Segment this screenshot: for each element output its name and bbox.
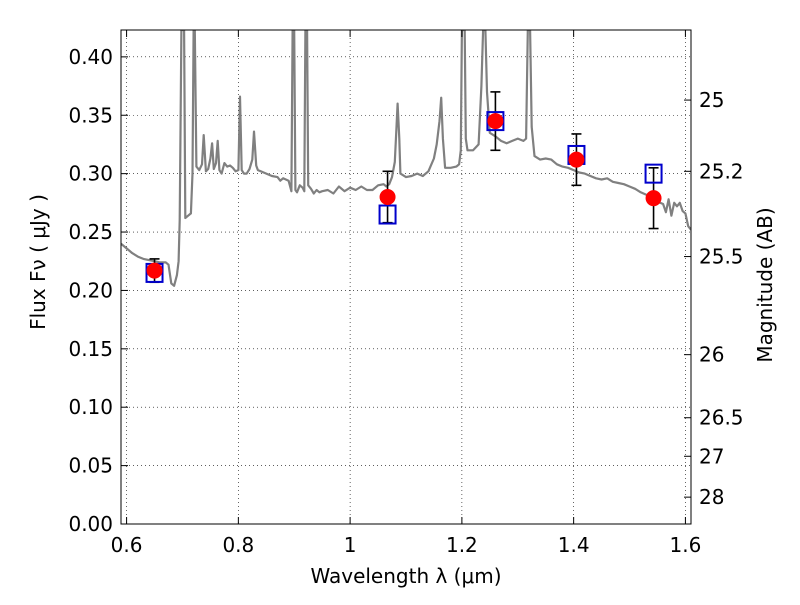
model-square-marker xyxy=(378,204,397,225)
y2-tick-label: 26.5 xyxy=(699,406,744,430)
x-tick-label: 1.2 xyxy=(446,533,478,557)
observed-data-point xyxy=(146,262,163,279)
y-tick-label: 0.15 xyxy=(68,337,113,361)
tick-layer: 0.6 0.8 1 1.2 1.4 1.6 0.00 0.05 0.10 0.15 0.20 0.25… xyxy=(68,30,744,557)
x-tick-label: 0.8 xyxy=(222,533,254,557)
y2-axis-label: Magnitude (AB) xyxy=(753,207,777,362)
y-tick-label: 0.40 xyxy=(68,45,113,69)
x-axis-label: Wavelength λ (μm) xyxy=(310,564,501,588)
grid-layer xyxy=(121,30,691,525)
y2-tick-label: 27 xyxy=(699,444,724,468)
plot-layer xyxy=(121,30,691,287)
y-axis-label: Flux Fν ( μJy ) xyxy=(26,194,50,330)
y2-tick-label: 25.5 xyxy=(699,245,744,269)
y-tick-label: 0.05 xyxy=(68,454,113,478)
observed-data-point xyxy=(568,151,585,168)
y-tick-label: 0.20 xyxy=(68,278,113,302)
y-tick-label: 0.35 xyxy=(68,103,113,127)
y2-tick-label: 25 xyxy=(699,88,724,112)
observed-data-point xyxy=(487,113,504,130)
x-tick-label: 1 xyxy=(344,533,357,557)
x-tick-label: 1.6 xyxy=(670,533,702,557)
plot-frame xyxy=(120,29,692,525)
model-square-marker xyxy=(644,163,663,184)
spectrum-line xyxy=(121,30,691,287)
x-tick-label: 1.4 xyxy=(558,533,590,557)
observed-data-point xyxy=(645,190,662,207)
observed-data-point xyxy=(379,189,396,206)
y2-tick-label: 26 xyxy=(699,343,724,367)
y-tick-label: 0.30 xyxy=(68,162,113,186)
y-tick-label: 0.10 xyxy=(68,395,113,419)
y2-tick-label: 25.2 xyxy=(699,159,744,183)
y2-tick-label: 28 xyxy=(699,485,724,509)
x-tick-label: 0.6 xyxy=(111,533,143,557)
y-tick-label: 0.25 xyxy=(68,220,113,244)
y-tick-label: 0.00 xyxy=(68,512,113,536)
